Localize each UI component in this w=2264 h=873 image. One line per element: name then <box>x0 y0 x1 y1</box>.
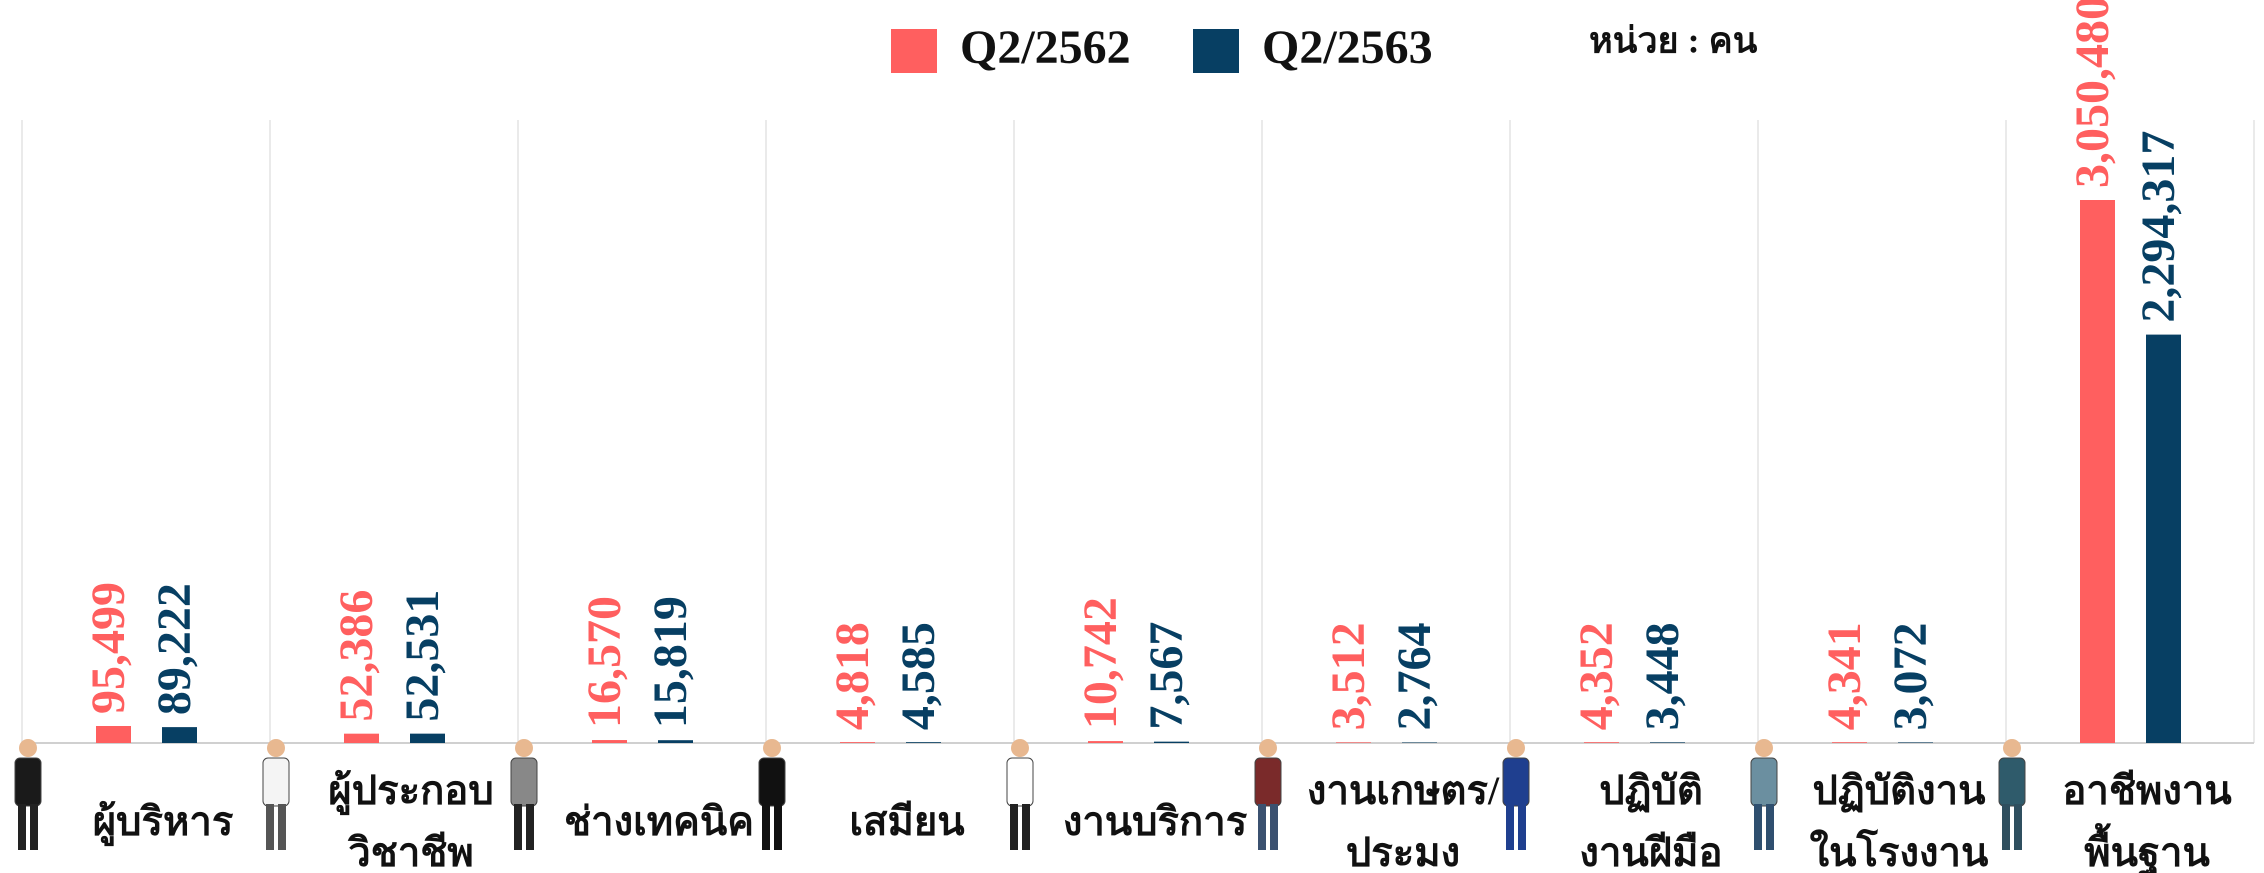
bar <box>1154 742 1189 743</box>
icon-leg <box>1766 804 1774 850</box>
bar <box>1650 742 1685 743</box>
icon-leg <box>1506 804 1514 850</box>
category-label: เสมียน <box>807 791 1007 853</box>
bar <box>344 734 379 743</box>
bar <box>592 740 627 743</box>
value-label: 2,294,317 <box>2132 131 2185 323</box>
category-label: ผู้ประกอบ วิชาชีพ <box>311 760 511 873</box>
value-label: 4,352 <box>1570 622 1623 730</box>
category-label: ช่างเทคนิค <box>559 791 759 853</box>
value-label: 7,567 <box>1140 622 1193 730</box>
value-label: 89,222 <box>148 583 201 715</box>
icon-head <box>19 739 37 757</box>
person-icon <box>263 739 289 850</box>
legend-swatch <box>1193 29 1239 73</box>
icon-leg <box>2014 804 2022 850</box>
icon-head <box>2003 739 2021 757</box>
icon-body <box>1255 758 1281 806</box>
icon-leg <box>762 804 770 850</box>
icon-head <box>763 739 781 757</box>
icon-head <box>1011 739 1029 757</box>
bar <box>96 726 131 743</box>
icon-body <box>1007 758 1033 806</box>
icon-head <box>1507 739 1525 757</box>
icon-leg <box>266 804 274 850</box>
value-label: 52,386 <box>330 590 383 722</box>
category-label: งานบริการ <box>1055 791 1255 853</box>
bar <box>410 734 445 743</box>
person-icon <box>1503 739 1529 850</box>
bar <box>1832 742 1867 743</box>
icon-leg <box>1754 804 1762 850</box>
icon-body <box>263 758 289 806</box>
icon-head <box>267 739 285 757</box>
person-icon <box>759 739 785 850</box>
icon-body <box>511 758 537 806</box>
category-label: ปฏิบัติงาน ในโรงงาน <box>1799 760 1999 873</box>
bar <box>906 742 941 743</box>
value-label: 4,585 <box>892 622 945 730</box>
icon-leg <box>1518 804 1526 850</box>
bar <box>1584 742 1619 743</box>
icon-head <box>1755 739 1773 757</box>
chart: หน่วย : คน Q2/2562 Q2/2563 95,49989,222 52,… <box>0 0 2264 873</box>
value-label: 4,818 <box>826 622 879 730</box>
value-label: 3,072 <box>1884 622 1937 730</box>
icon-head <box>515 739 533 757</box>
value-label: 2,764 <box>1388 623 1441 731</box>
person-icon <box>15 739 41 850</box>
bar <box>658 740 693 743</box>
bar <box>2080 200 2115 743</box>
legend-label: Q2/2562 <box>960 21 1131 74</box>
icon-leg <box>1022 804 1030 850</box>
value-label: 95,499 <box>82 582 135 714</box>
icon-head <box>1259 739 1277 757</box>
icon-leg <box>30 804 38 850</box>
icon-body <box>15 758 41 806</box>
icon-body <box>1999 758 2025 806</box>
person-icon <box>1007 739 1033 850</box>
icon-leg <box>18 804 26 850</box>
icon-leg <box>1270 804 1278 850</box>
person-icon <box>1999 739 2025 850</box>
value-label: 10,742 <box>1074 597 1127 729</box>
person-icon <box>1255 739 1281 850</box>
category-label: ปฏิบัติ งานฝีมือ <box>1551 760 1751 873</box>
icon-leg <box>774 804 782 850</box>
value-label: 3,512 <box>1322 622 1375 730</box>
category-label: งานเกษตร/ ประมง <box>1303 760 1503 873</box>
bar <box>2146 335 2181 743</box>
value-label: 52,531 <box>396 590 449 722</box>
icon-body <box>1503 758 1529 806</box>
icon-body <box>1751 758 1777 806</box>
bar <box>162 727 197 743</box>
value-label: 4,341 <box>1818 622 1871 730</box>
person-icon <box>511 739 537 850</box>
icon-leg <box>1010 804 1018 850</box>
bar <box>1336 742 1371 743</box>
value-label: 15,819 <box>644 596 697 728</box>
value-label: 16,570 <box>578 596 631 728</box>
icon-leg <box>1258 804 1266 850</box>
icon-leg <box>278 804 286 850</box>
unit-label: หน่วย : คน <box>1589 20 1758 60</box>
value-label: 3,448 <box>1636 622 1689 730</box>
person-icon <box>1751 739 1777 850</box>
value-label: 3,050,480 <box>2066 0 2119 188</box>
bar <box>1088 741 1123 743</box>
bar <box>840 742 875 743</box>
legend-label: Q2/2563 <box>1262 21 1433 74</box>
icon-leg <box>2002 804 2010 850</box>
legend-swatch <box>891 29 937 73</box>
category-label: อาชีพงาน พื้นฐาน <box>2047 760 2247 873</box>
icon-leg <box>526 804 534 850</box>
page: หน่วย : คน Q2/2562 Q2/2563 95,49989,222 52,… <box>0 0 2264 873</box>
bar <box>1898 742 1933 743</box>
icon-leg <box>514 804 522 850</box>
icon-body <box>759 758 785 806</box>
category-label: ผู้บริหาร <box>63 791 263 853</box>
